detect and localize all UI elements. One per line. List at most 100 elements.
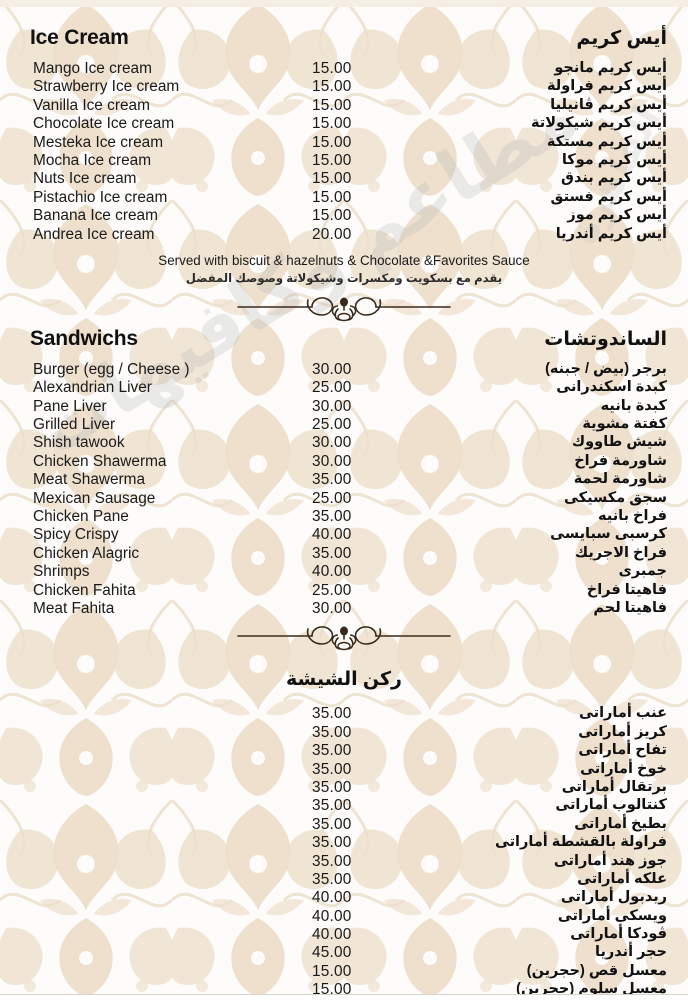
item-name-ar: أيس كريم مانجو: [554, 60, 667, 76]
item-name-en: Shish tawook: [33, 434, 125, 452]
item-name-ar: أيس كريم فستق: [550, 188, 667, 205]
item-price: 35.00: [312, 508, 352, 526]
menu-item-row: Chicken Fahita 25.00 فاهيتا فراخ: [0, 582, 688, 600]
item-name-ar: أيس كريم أندريا: [555, 225, 667, 242]
scroll-ornament-icon: [237, 626, 451, 651]
item-name-ar: أيس كريم بندق: [561, 170, 667, 187]
item-name-ar: فراولة بالقشطة أماراتى: [494, 834, 667, 851]
item-price: 35.00: [312, 742, 352, 760]
item-price: 30.00: [312, 397, 352, 415]
section-shisha: ركن الشيشة 35.00 عنب أماراتى 35.00 كريز …: [0, 668, 688, 1000]
item-price: 30.00: [312, 452, 352, 470]
item-name-ar: فراخ بانيه: [597, 508, 667, 525]
menu-item-row: 35.00 بطيخ أماراتى: [0, 816, 688, 834]
item-price: 40.00: [312, 926, 352, 944]
item-price: 35.00: [312, 705, 352, 723]
section-title-en: Ice Cream: [30, 26, 129, 49]
item-name-ar: كبدة بانيه: [600, 397, 667, 414]
item-name-en: Mesteka Ice cream: [33, 133, 164, 151]
section-ice-cream: Ice Cream أيس كريم Mango Ice cream 15.00…: [0, 0, 688, 285]
item-name-ar: أيس كريم مستكة: [546, 133, 667, 150]
item-name-ar: برجر (بيض / جبنه): [545, 360, 667, 377]
menu-item-row: Chicken Pane 35.00 فراخ بانيه: [0, 508, 688, 526]
menu-item-row: 35.00 كنتالوب أماراتى: [0, 797, 688, 815]
item-name-en: Strawberry Ice cream: [33, 78, 180, 96]
item-price: 35.00: [312, 760, 352, 778]
item-name-ar: فاهيتا فراخ: [586, 581, 667, 598]
item-list-sandwichs: Burger (egg / Cheese ) 30.00 برجر (بيض /…: [0, 361, 688, 618]
item-name-ar: بطيخ أماراتى: [574, 815, 667, 832]
item-name-ar: جوز هند أماراتى: [553, 852, 667, 869]
ornament-divider: [0, 291, 688, 325]
item-name-ar: أيس كريم فراولة: [547, 78, 667, 95]
item-name-en: Mango Ice cream: [33, 60, 152, 77]
item-price: 40.00: [312, 526, 352, 544]
menu-item-row: 35.00 برتقال أماراتى: [0, 779, 688, 797]
item-name-ar: عنب أماراتى: [578, 705, 667, 722]
menu-item-row: 40.00 ويسكى أماراتى: [0, 908, 688, 926]
item-name-ar: سجق مكسيكى: [564, 489, 667, 506]
item-price: 40.00: [312, 563, 352, 581]
menu-item-row: 35.00 علكه أماراتى: [0, 871, 688, 889]
menu-item-row: Burger (egg / Cheese ) 30.00 برجر (بيض /…: [0, 361, 688, 379]
item-price: 25.00: [312, 416, 352, 434]
section-title-shisha-ar: ركن الشيشة: [286, 669, 402, 691]
item-name-en: Shrimps: [33, 563, 90, 581]
menu-item-row: Meat Shawerma 35.00 شاورمة لحمة: [0, 471, 688, 489]
menu-item-row: Shrimps 40.00 جمبرى: [0, 563, 688, 581]
item-name-en: Chicken Shawerma: [33, 452, 167, 470]
menu-item-row: Grilled Liver 25.00 كفتة مشوية: [0, 416, 688, 434]
menu-item-row: Alexandrian Liver 25.00 كبدة اسكندرانى: [0, 379, 688, 397]
item-name-ar: أيس كريم موز: [567, 207, 667, 224]
menu-item-row: Mesteka Ice cream 15.00 أيس كريم مستكة: [0, 134, 688, 152]
item-price: 35.00: [312, 471, 352, 489]
item-name-en: Chicken Alagric: [33, 544, 140, 562]
item-name-en: Meat Shawerma: [33, 471, 146, 489]
menu-item-row: Spicy Crispy 40.00 كرسبى سبايسى: [0, 526, 688, 544]
item-price: 15.00: [312, 207, 352, 225]
item-price: 15.00: [312, 188, 352, 206]
item-name-ar: أيس كريم شيكولاتة: [531, 115, 667, 132]
item-name-en: Meat Fahita: [33, 599, 115, 617]
item-price: 40.00: [312, 889, 352, 907]
item-price: 35.00: [312, 723, 352, 741]
item-name-ar: تفاح أماراتى: [578, 742, 667, 759]
item-name-en: Pane Liver: [33, 397, 107, 415]
scroll-ornament-icon: [237, 296, 451, 322]
section-title-en: Sandwichs: [30, 326, 138, 350]
menu-item-row: 35.00 كريز أماراتى: [0, 724, 688, 742]
section-header-sandwichs: Sandwichs الساندوتشات: [0, 327, 688, 357]
item-price: 15.00: [312, 96, 352, 114]
item-name-en: Mexican Sausage: [33, 489, 156, 507]
item-name-en: Pistachio Ice cream: [33, 188, 168, 206]
section-title-ar: أيس كريم: [576, 28, 667, 49]
page-top-edge: [0, 0, 688, 7]
item-price: 35.00: [312, 544, 352, 562]
item-price: 15.00: [312, 962, 352, 980]
item-price: 35.00: [312, 815, 352, 833]
menu-item-row: Meat Fahita 30.00 فاهيتا لحم: [0, 600, 688, 618]
section-header-ice-cream: Ice Cream أيس كريم: [0, 26, 688, 56]
item-price: 20.00: [312, 225, 352, 243]
item-name-en: Vanilla Ice cream: [33, 96, 150, 114]
item-name-ar: ويسكى أماراتى: [557, 907, 667, 924]
item-price: 15.00: [312, 133, 352, 151]
item-name-ar: علكه أماراتى: [577, 870, 667, 887]
item-price: 35.00: [312, 870, 352, 888]
menu-item-row: 40.00 ڤودكا أماراتى: [0, 926, 688, 944]
item-name-ar: جمبرى: [618, 563, 667, 580]
item-price: 30.00: [312, 599, 352, 617]
item-name-ar: خوخ أماراتى: [580, 760, 667, 777]
menu-item-row: 15.00 معسل قص (حجرين): [0, 963, 688, 981]
item-price: 15.00: [312, 170, 352, 188]
item-name-ar: حجر أندريا: [595, 944, 667, 961]
item-price: 25.00: [312, 581, 352, 599]
item-price: 35.00: [312, 852, 352, 870]
item-price: 15.00: [312, 60, 352, 77]
item-name-en: Grilled Liver: [33, 416, 116, 434]
item-name-ar: كفتة مشوية: [582, 416, 667, 433]
menu-item-row: Nuts Ice cream 15.00 أيس كريم بندق: [0, 170, 688, 188]
item-name-en: Nuts Ice cream: [33, 170, 137, 188]
